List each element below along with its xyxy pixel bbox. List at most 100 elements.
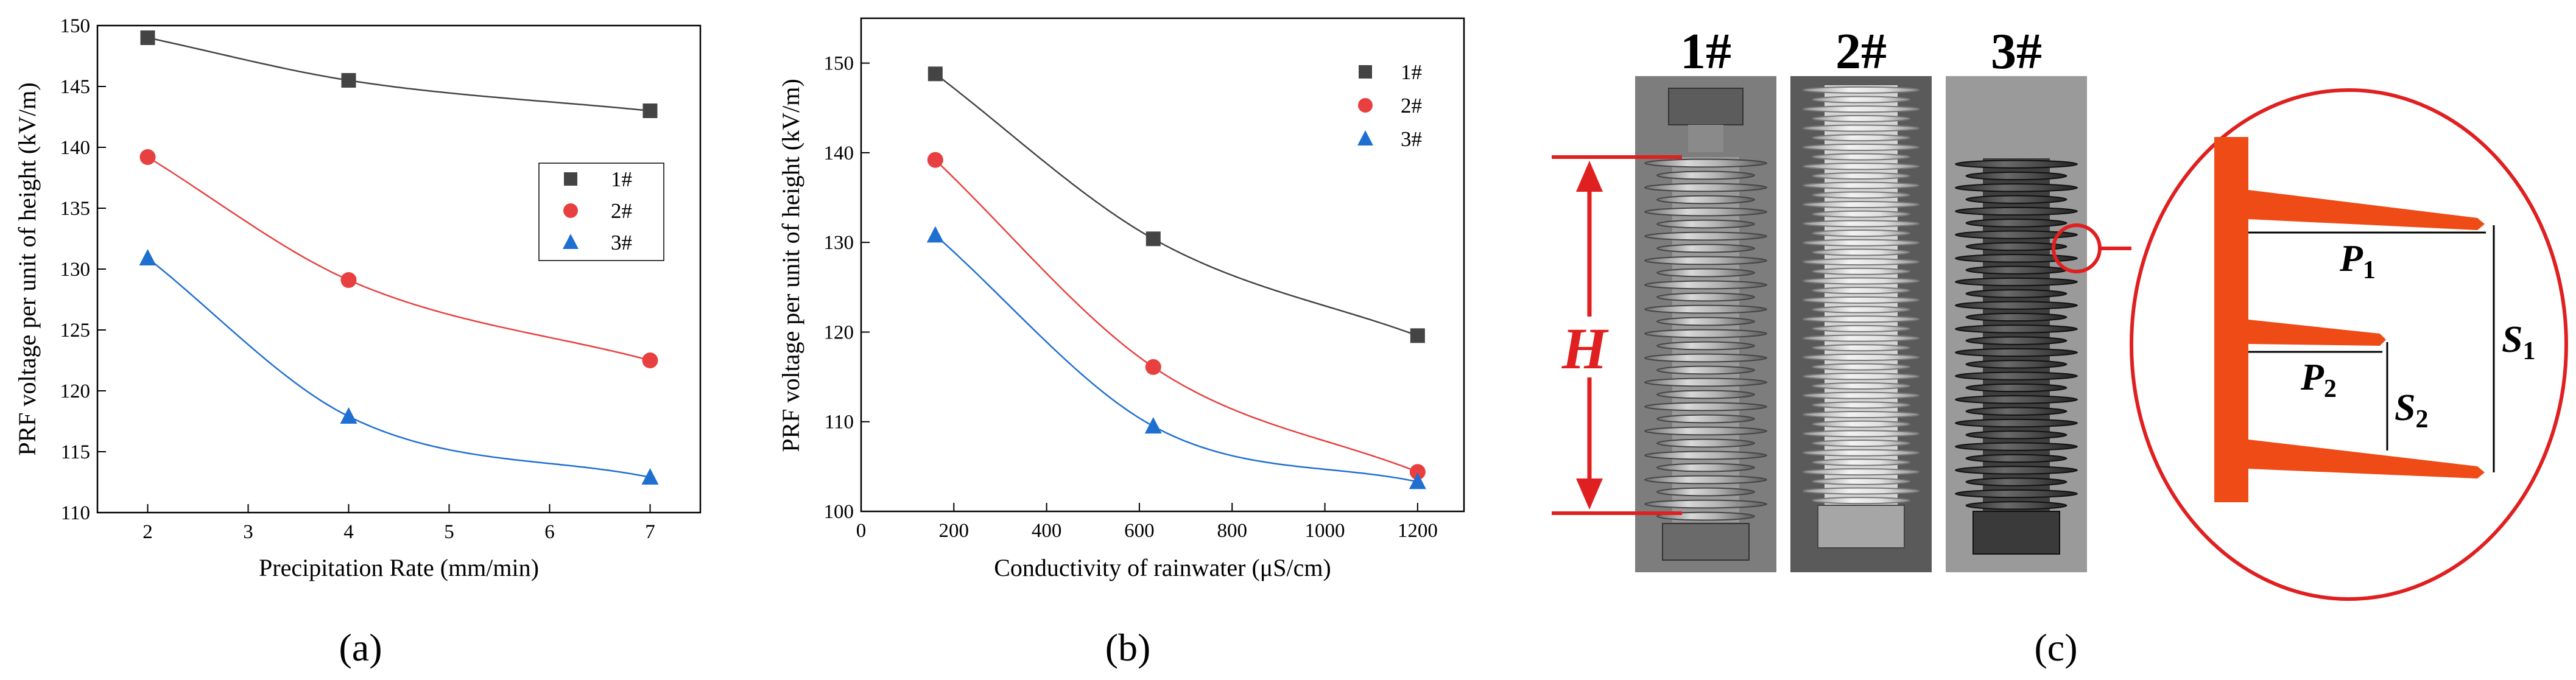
sheds3-shed-14 [1965, 312, 2067, 322]
sheds2-shed-13 [1803, 201, 1920, 209]
photo-2-sheds [1803, 85, 1920, 505]
sheds1-shed-29 [1644, 499, 1767, 509]
photo-1-flange-bottom [1662, 523, 1750, 561]
chart-a-legend-marker-3 [563, 234, 579, 249]
chart-a-point-2-3 [642, 352, 658, 368]
sheds3-shed-2 [1965, 171, 2067, 181]
sheds1-shed-21 [1644, 402, 1767, 412]
chart-b-point-2-3 [1409, 464, 1426, 480]
chart-a-legend: 1# 2# 3# [538, 163, 664, 261]
sheds2-shed-4 [1812, 114, 1910, 122]
chart-b-ytick-label-0: 100 [824, 501, 854, 523]
sheds3-shed-5 [1955, 206, 2078, 216]
sheds2-shed-43 [1803, 487, 1920, 495]
chart-a-ylabel: PRF voltage per unit of height (kV/m) [13, 82, 41, 455]
sheds1-shed-1 [1644, 158, 1767, 168]
chart-b-point-2-1 [927, 152, 943, 168]
sheds1-shed-24 [1656, 438, 1755, 448]
chart-b-point-3-3 [1409, 472, 1426, 489]
chart-b-xlabel: Conductivity of rainwater (μS/cm) [994, 554, 1331, 581]
sheds3-shed-28 [1965, 477, 2067, 486]
sheds3-shed-22 [1965, 407, 2067, 416]
sheds1-core [1672, 157, 1739, 522]
sheds2-shed-16 [1812, 230, 1910, 237]
chart-a-xtick-label-4: 6 [544, 521, 555, 543]
chart-a-curve-2 [147, 156, 650, 362]
panel-label-c: (c) [2034, 626, 2077, 669]
height-symbol: H [1561, 316, 1610, 381]
sheds3-shed-16 [1965, 336, 2067, 345]
p2-label: P2 [2300, 357, 2337, 403]
chart-a-xtick-label-2: 4 [343, 521, 354, 543]
sheds2-shed-44 [1812, 497, 1910, 505]
sheds1-shed-7 [1644, 231, 1767, 241]
sheds1-shed-25 [1644, 450, 1767, 460]
chart-b-xtick-label-2: 400 [1032, 520, 1062, 542]
chart-b-ytick-label-2: 120 [824, 321, 854, 343]
chart-a-legend-label-1: 1# [611, 167, 632, 191]
sheds2-shed-39 [1803, 449, 1920, 457]
insulator-photo-1: 1# [1635, 23, 1776, 572]
sheds2-shed-2 [1812, 96, 1910, 103]
chart-a-point-3-3 [641, 468, 659, 485]
sheds3-shed-13 [1955, 301, 2078, 310]
sheds2-shed-38 [1812, 440, 1910, 447]
photo-1-sheds [1644, 157, 1767, 522]
sheds3-shed-24 [1965, 430, 2067, 440]
chart-a-xtick-label-3: 5 [444, 521, 454, 543]
chart-b-ytick-label-5: 150 [824, 53, 854, 75]
sheds1-shed-28 [1656, 487, 1755, 497]
sheds2-shed-18 [1812, 248, 1910, 256]
sheds3-shed-8 [1965, 242, 2067, 251]
panel-label-a: (a) [339, 626, 382, 669]
chart-b-curve-2 [934, 159, 1418, 473]
insulator-photos: 1# 2# 3# H [1552, 23, 2568, 601]
photo-1-label: 1# [1680, 23, 1731, 80]
photo-3-sheds [1955, 158, 2078, 511]
chart-b-legend-label-1: 1# [1401, 60, 1422, 84]
sheds2-shed-11 [1803, 181, 1920, 189]
chart-a-xtick-label-1: 3 [243, 521, 253, 543]
sheds1-shed-10 [1656, 268, 1755, 278]
chart-b-points [926, 66, 1426, 489]
sheds2-shed-3 [1803, 105, 1920, 113]
sheds3-shed-25 [1955, 442, 2078, 451]
chart-a-curve-1 [147, 37, 650, 112]
sheds3-shed-30 [1965, 501, 2067, 510]
chart-b-xtick-label-4: 800 [1217, 520, 1247, 542]
sheds1-shed-27 [1644, 475, 1767, 485]
sheds2-shed-8 [1812, 153, 1910, 161]
sheds3-shed-1 [1955, 159, 2078, 169]
chart-b-legend-label-3: 3# [1401, 127, 1422, 151]
chart-a-ytick-label-0: 110 [61, 502, 90, 524]
chart-a-point-1-2 [341, 73, 356, 88]
chart-a-xtick-label-5: 7 [645, 521, 655, 543]
sheds1-shed-18 [1656, 365, 1755, 375]
sheds3-shed-4 [1965, 195, 2067, 204]
chart-a-xlabel: Precipitation Rate (mm/min) [259, 554, 539, 581]
chart-b-legend-box [1329, 50, 1451, 157]
chart-a-point-1-1 [140, 30, 155, 45]
panel-label-b: (b) [1105, 626, 1151, 669]
chart-b-curve-3 [934, 234, 1418, 483]
chart-b-point-1-1 [927, 66, 943, 82]
sheds2-shed-17 [1803, 239, 1920, 247]
chart-b-xtick-label-5: 1000 [1305, 520, 1345, 542]
detail-shed-large-top [2248, 190, 2485, 230]
chart-b-point-2-2 [1145, 359, 1161, 375]
chart-b-legend-markers [1357, 65, 1373, 145]
chart-b-legend: 1# 2# 3# [1329, 50, 1451, 157]
sheds2-shed-15 [1803, 220, 1920, 228]
chart-a: 2 3 4 5 6 7 110 115 120 125 130 135 140 145 150 1# 2# … [13, 15, 702, 581]
sheds2-shed-33 [1803, 391, 1920, 399]
sheds1-shed-12 [1656, 292, 1755, 302]
sheds2-shed-36 [1812, 420, 1910, 428]
p1-label: P1 [2339, 238, 2376, 284]
chart-a-xtick-label-0: 2 [143, 521, 153, 543]
chart-a-point-2-1 [139, 149, 156, 165]
chart-b-xtick-label-6: 1200 [1398, 520, 1438, 542]
chart-a-ticks: 2 3 4 5 6 7 110 115 120 125 130 135 140 145 150 [60, 15, 655, 543]
chart-b-point-1-3 [1410, 328, 1425, 343]
chart-b-legend-marker-2 [1358, 98, 1373, 113]
chart-b-xtick-label-1: 200 [939, 520, 970, 542]
